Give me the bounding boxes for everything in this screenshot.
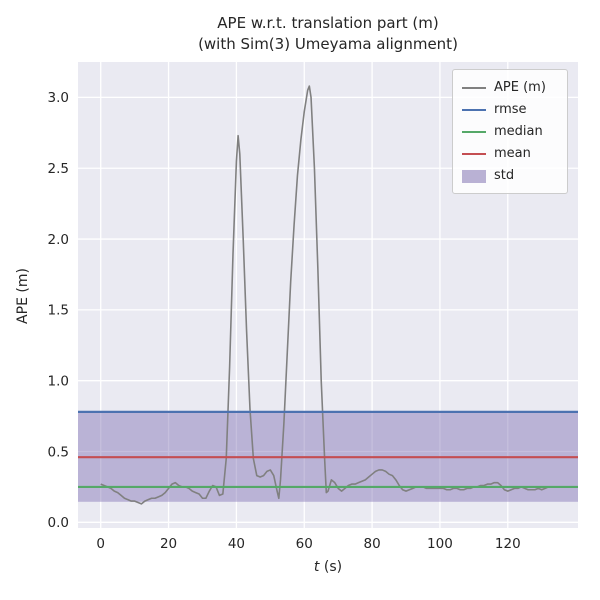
x-tick-label: 80 xyxy=(364,536,381,552)
x-tick-label: 100 xyxy=(427,536,453,552)
y-tick-label: 0.0 xyxy=(48,515,69,531)
y-tick-label: 1.5 xyxy=(48,303,69,319)
legend-label-std: std xyxy=(494,168,515,183)
x-axis-label-var: t xyxy=(313,559,320,575)
x-axis-label: t (s) xyxy=(78,559,578,575)
y-tick-label: 1.0 xyxy=(48,373,69,389)
y-tick-label: 3.0 xyxy=(48,90,69,106)
rmse-line-sample-icon xyxy=(462,108,486,112)
legend-label-median: median xyxy=(494,124,543,139)
legend-item-rmse: rmse xyxy=(462,99,558,121)
legend-label-rmse: rmse xyxy=(494,102,527,117)
y-axis-label: APE (m) xyxy=(15,268,31,324)
y-tick-label: 2.5 xyxy=(48,161,69,177)
x-tick-label: 0 xyxy=(96,536,105,552)
chart-title-line1: APE w.r.t. translation part (m) xyxy=(217,14,439,32)
legend-item-std: std xyxy=(462,165,558,187)
legend-label-ape: APE (m) xyxy=(494,80,546,95)
legend-item-ape: APE (m) xyxy=(462,77,558,99)
legend-item-median: median xyxy=(462,121,558,143)
y-tick-label: 2.0 xyxy=(48,232,69,248)
ape-line-sample-icon xyxy=(462,86,486,90)
chart-title: APE w.r.t. translation part (m) (with Si… xyxy=(78,13,578,55)
y-tick-label: 0.5 xyxy=(48,444,69,460)
x-tick-label: 60 xyxy=(296,536,313,552)
x-tick-label: 120 xyxy=(495,536,521,552)
chart-title-line2: (with Sim(3) Umeyama alignment) xyxy=(198,35,458,53)
legend: APE (m) rmse median mean std xyxy=(452,69,568,194)
x-axis-label-unit: (s) xyxy=(319,559,343,575)
legend-item-mean: mean xyxy=(462,143,558,165)
mean-line-sample-icon xyxy=(462,152,486,156)
std-patch-sample-icon xyxy=(462,169,486,183)
legend-label-mean: mean xyxy=(494,146,531,161)
x-tick-label: 40 xyxy=(228,536,245,552)
x-tick-label: 20 xyxy=(160,536,177,552)
median-line-sample-icon xyxy=(462,130,486,134)
